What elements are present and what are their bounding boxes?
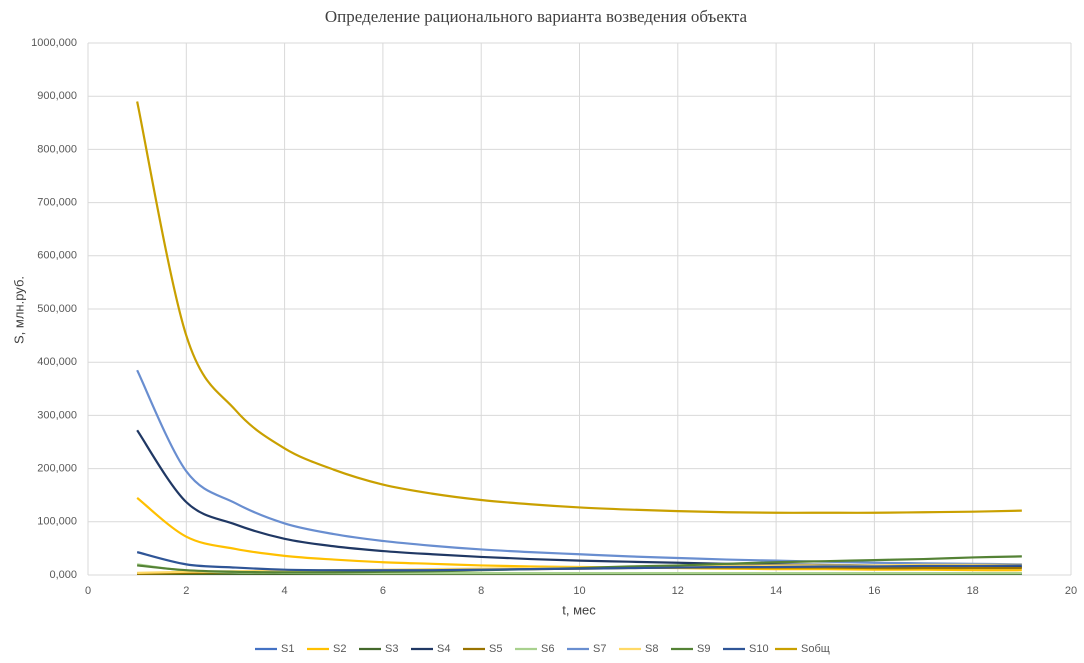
y-tick-label: 700,000 — [37, 197, 77, 209]
x-tick-label: 20 — [1065, 585, 1077, 597]
y-tick-label: 100,000 — [37, 516, 77, 528]
x-tick-label: 16 — [868, 585, 880, 597]
x-tick-label: 18 — [967, 585, 979, 597]
y-tick-label: 900,000 — [37, 90, 77, 102]
x-tick-label: 6 — [380, 585, 386, 597]
x-tick-label: 4 — [282, 585, 288, 597]
legend-label: Sобщ — [801, 643, 830, 655]
series-line — [136, 551, 1022, 572]
x-tick-label: 12 — [672, 585, 684, 597]
y-tick-label: 1000,000 — [31, 37, 77, 49]
legend-label: S3 — [385, 643, 398, 655]
y-tick-label: 0,000 — [49, 569, 77, 581]
y-tick-label: 600,000 — [37, 250, 77, 262]
y-tick-label: 800,000 — [37, 143, 77, 155]
series-line — [136, 101, 1022, 514]
legend-label: S1 — [281, 643, 294, 655]
y-tick-label: 300,000 — [37, 409, 77, 421]
legend-label: S6 — [541, 643, 554, 655]
legend-label: S9 — [697, 643, 710, 655]
y-tick-label: 400,000 — [37, 356, 77, 368]
legend-label: S10 — [749, 643, 769, 655]
x-axis-title: t, мес — [562, 602, 596, 617]
x-tick-label: 10 — [573, 585, 585, 597]
x-tick-label: 14 — [770, 585, 782, 597]
legend-label: S2 — [333, 643, 346, 655]
x-tick-label: 2 — [183, 585, 189, 597]
legend-label: S4 — [437, 643, 450, 655]
y-tick-label: 200,000 — [37, 463, 77, 475]
x-tick-label: 0 — [85, 585, 91, 597]
legend-label: S5 — [489, 643, 502, 655]
series-line — [136, 369, 1022, 566]
y-axis-title: S, млн.руб. — [11, 276, 26, 344]
y-tick-label: 500,000 — [37, 303, 77, 315]
legend-label: S8 — [645, 643, 658, 655]
x-tick-label: 8 — [478, 585, 484, 597]
chart-title: Определение рационального варианта возве… — [325, 7, 748, 26]
legend-label: S7 — [593, 643, 606, 655]
